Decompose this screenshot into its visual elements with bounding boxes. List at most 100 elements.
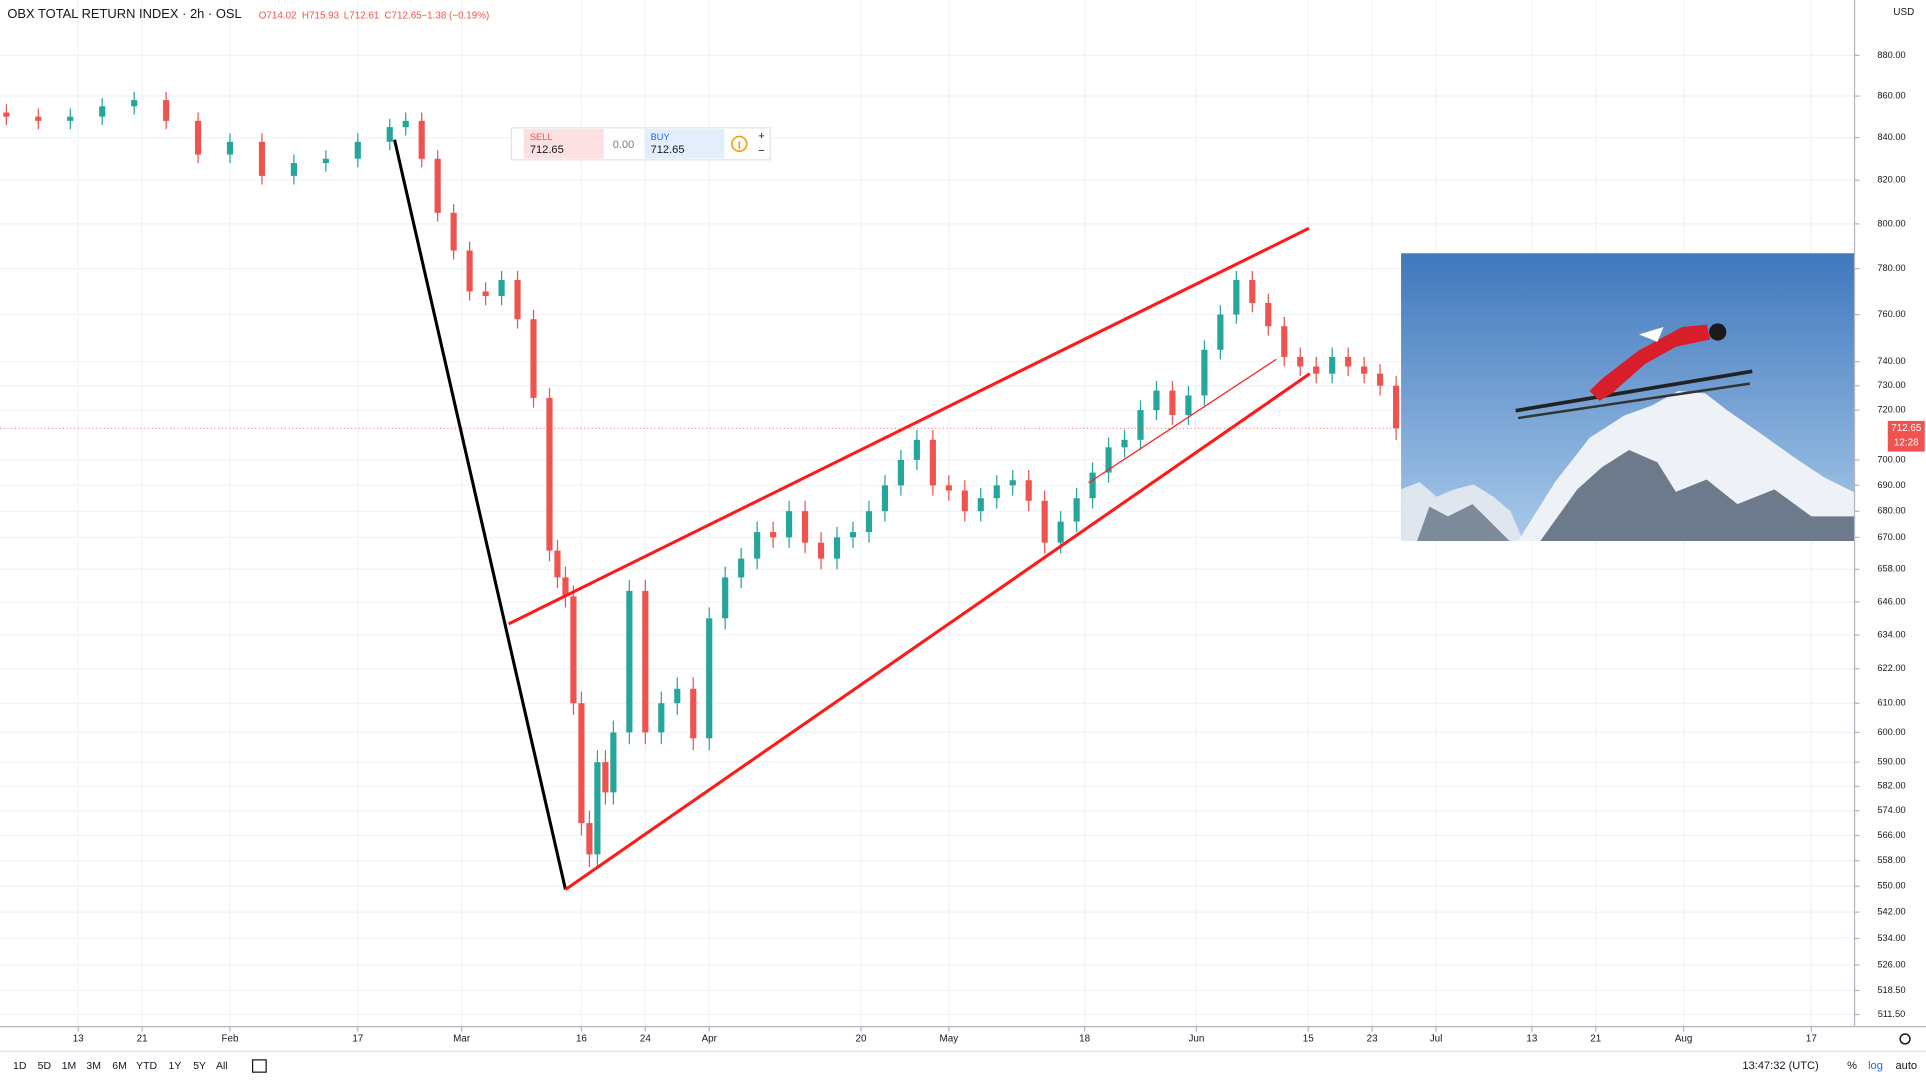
x-tick-label: Mar	[453, 1034, 471, 1045]
y-tick-label: 780.00	[1877, 263, 1905, 273]
buy-price: 712.65	[651, 144, 685, 156]
candle-body	[977, 498, 984, 512]
trend-line	[1088, 358, 1277, 484]
increase-button[interactable]: +	[758, 130, 764, 142]
buy-button[interactable]	[644, 129, 725, 159]
sell-label: SELL	[530, 132, 553, 142]
candle-body	[929, 439, 936, 486]
candle-body	[610, 732, 617, 793]
trend-line	[564, 372, 1311, 891]
candle-body	[1121, 439, 1128, 448]
y-tick-label: 574.00	[1877, 805, 1905, 815]
candle-body	[1377, 373, 1384, 386]
x-tick-label: 17	[1806, 1034, 1817, 1045]
candle-body	[1233, 279, 1240, 315]
candle-body	[1281, 326, 1288, 357]
y-tick-label: 610.00	[1877, 698, 1905, 708]
y-tick-label: 700.00	[1877, 454, 1905, 464]
candle-body	[1073, 498, 1080, 522]
clock: 13:47:32 (UTC)	[1742, 1060, 1818, 1072]
time-axis	[0, 1026, 1926, 1082]
x-tick-label: 20	[855, 1034, 866, 1045]
candle-body	[674, 688, 681, 704]
date-range-icon[interactable]	[251, 1059, 267, 1073]
candle-body	[1057, 521, 1064, 543]
x-tick-label: 16	[576, 1034, 587, 1045]
y-tick-label: 558.00	[1877, 855, 1905, 865]
candle-body	[418, 120, 425, 159]
candle-body	[258, 141, 266, 176]
ohlc-low: L712.61	[344, 11, 380, 22]
candle-body	[594, 762, 601, 855]
candle-body	[1249, 279, 1256, 303]
candle-body	[1217, 314, 1224, 350]
info-icon[interactable]	[731, 135, 748, 153]
range-button[interactable]: 1D	[13, 1061, 27, 1072]
y-tick-label: 800.00	[1877, 218, 1905, 228]
candle-body	[482, 291, 489, 297]
helmet	[1709, 323, 1727, 341]
mountain-shade	[1540, 450, 1864, 541]
candle-body	[570, 596, 577, 704]
y-tick-label: 740.00	[1877, 356, 1905, 366]
x-tick-label: Feb	[222, 1034, 239, 1045]
candle-body	[961, 490, 968, 512]
settings-icon[interactable]	[1899, 1033, 1911, 1045]
x-tick-label: Jul	[1430, 1034, 1443, 1045]
y-tick-label: 720.00	[1877, 405, 1905, 415]
candle-body	[434, 158, 441, 213]
range-button[interactable]: 1Y	[169, 1061, 182, 1072]
y-tick-label: 511.50	[1878, 1009, 1906, 1019]
log-toggle[interactable]: log	[1868, 1060, 1883, 1072]
candle-body	[833, 537, 841, 559]
candle-body	[3, 112, 10, 117]
ohlc-change: −1.38 (−0.19%)	[421, 11, 489, 22]
candle-body	[1313, 366, 1320, 374]
candle-body	[722, 577, 729, 619]
range-button[interactable]: 5Y	[193, 1061, 206, 1072]
y-tick-label: 526.00	[1877, 960, 1905, 970]
range-button[interactable]: 5D	[38, 1061, 52, 1072]
candle-body	[993, 485, 1000, 499]
price-tag-value: 712.65	[1891, 423, 1922, 434]
candle-body	[530, 319, 537, 398]
candle-body	[354, 141, 361, 159]
candle-body	[1153, 390, 1160, 411]
candle-body	[1265, 302, 1272, 327]
x-tick-label: Jun	[1188, 1034, 1204, 1045]
y-tick-label: 860.00	[1877, 90, 1905, 100]
candle-body	[817, 542, 825, 559]
candle-body	[562, 577, 569, 597]
range-button[interactable]: 3M	[86, 1061, 101, 1072]
ski	[1515, 369, 1753, 413]
decrease-button[interactable]: −	[758, 145, 764, 157]
range-button[interactable]: 6M	[112, 1061, 127, 1072]
candle-body	[642, 590, 649, 733]
candle-body	[1041, 500, 1048, 543]
candle-body	[865, 511, 873, 533]
auto-toggle[interactable]: auto	[1896, 1060, 1918, 1072]
range-button[interactable]: YTD	[136, 1061, 157, 1072]
candle-body	[1009, 480, 1016, 486]
ohlc-close: C712.65	[384, 11, 422, 22]
buy-label: BUY	[651, 132, 670, 142]
candle-body	[67, 116, 74, 121]
candle-body	[1297, 356, 1304, 367]
candles	[3, 91, 1400, 868]
candle-body	[546, 397, 553, 551]
percent-toggle[interactable]: %	[1847, 1060, 1857, 1072]
y-tick-label: 566.00	[1877, 830, 1905, 840]
candle-body	[554, 550, 561, 578]
x-tick-label: 13	[1526, 1034, 1537, 1045]
candle-body	[131, 100, 138, 107]
sell-button[interactable]	[523, 129, 604, 159]
candle-body	[322, 158, 329, 164]
candle-body	[1185, 395, 1192, 416]
y-tick-label: 760.00	[1877, 309, 1905, 319]
candle-body	[1345, 356, 1352, 367]
y-tick-label: 670.00	[1877, 532, 1905, 542]
range-button[interactable]: All	[216, 1061, 228, 1072]
candle-body	[690, 688, 697, 739]
range-button[interactable]: 1M	[62, 1061, 77, 1072]
